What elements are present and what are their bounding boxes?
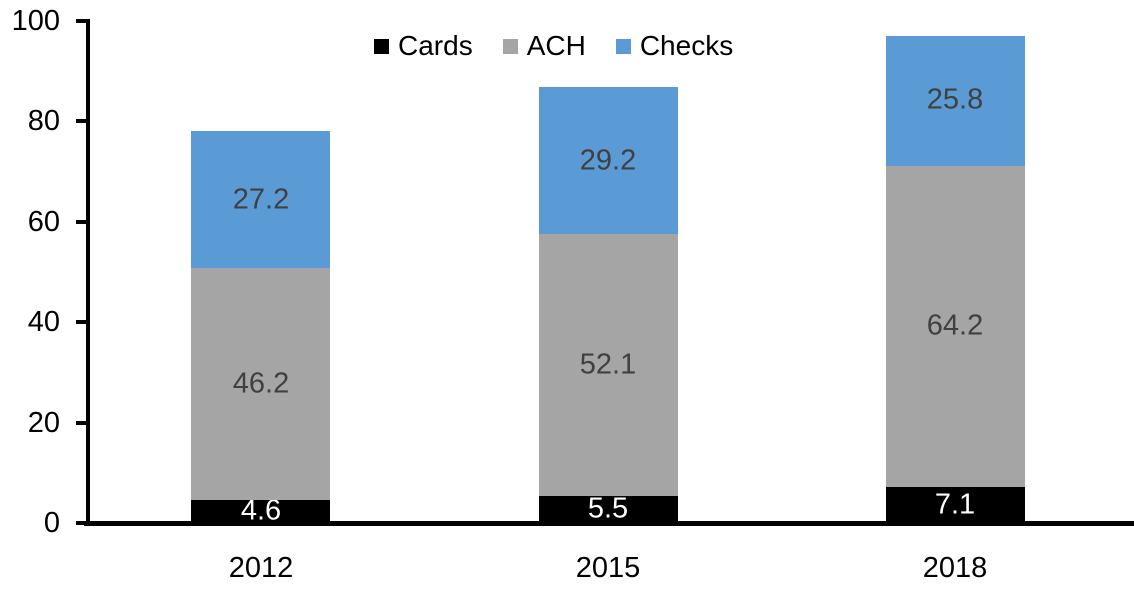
y-axis-tick-label: 100 bbox=[11, 5, 60, 37]
legend-swatch-icon bbox=[615, 38, 631, 54]
legend-item-checks: Checks bbox=[615, 30, 734, 61]
y-axis-tick-label: 0 bbox=[43, 507, 60, 539]
y-axis-line bbox=[86, 19, 90, 526]
x-axis-label-2015: 2015 bbox=[575, 552, 641, 584]
x-axis-line bbox=[84, 521, 1134, 526]
bar-segment-ach-2012 bbox=[191, 268, 330, 500]
legend-label: ACH bbox=[526, 30, 586, 61]
y-axis-tick bbox=[76, 521, 90, 525]
data-label-checks-2018: 25.8 bbox=[926, 83, 984, 116]
legend-item-cards: Cards bbox=[374, 31, 473, 61]
bar-segment-ach-2018 bbox=[886, 165, 1025, 487]
legend-label: Cards bbox=[398, 30, 473, 61]
data-label-ach-2018: 64.2 bbox=[926, 309, 984, 342]
x-axis-label-2018: 2018 bbox=[922, 552, 988, 584]
bar-segment-cards-2012 bbox=[191, 500, 330, 523]
bar-segment-checks-2015 bbox=[539, 87, 678, 234]
y-axis-tick bbox=[76, 119, 90, 123]
y-axis-tick bbox=[76, 19, 90, 23]
bar-segment-cards-2018 bbox=[886, 487, 1025, 523]
y-axis-tick-label: 20 bbox=[27, 407, 60, 439]
bar-segment-checks-2012 bbox=[191, 131, 330, 268]
legend-item-ach: ACH bbox=[502, 30, 586, 61]
legend-swatch-icon bbox=[374, 38, 389, 54]
x-axis-label-2012: 2012 bbox=[228, 552, 294, 584]
data-label-cards-2012: 4.6 bbox=[240, 494, 282, 527]
y-axis-tick bbox=[76, 320, 90, 324]
y-axis-tick-label: 80 bbox=[27, 105, 60, 137]
y-axis-tick-label: 40 bbox=[27, 306, 60, 338]
data-label-cards-2015: 5.5 bbox=[587, 492, 629, 525]
legend-label: Checks bbox=[639, 30, 734, 61]
data-label-ach-2012: 46.2 bbox=[232, 367, 290, 400]
data-label-checks-2012: 27.2 bbox=[232, 183, 290, 216]
bar-segment-cards-2015 bbox=[539, 495, 678, 523]
data-label-ach-2015: 52.1 bbox=[579, 348, 637, 381]
bar-segment-checks-2018 bbox=[886, 36, 1025, 166]
bar-segment-ach-2015 bbox=[539, 234, 678, 496]
data-label-checks-2015: 29.2 bbox=[579, 144, 637, 177]
y-axis-tick-label: 60 bbox=[27, 206, 60, 238]
y-axis-tick bbox=[76, 220, 90, 224]
data-label-cards-2018: 7.1 bbox=[934, 488, 976, 521]
legend-swatch-icon bbox=[502, 38, 518, 54]
y-axis-tick bbox=[76, 421, 90, 425]
chart-legend: Cards ACH Checks bbox=[374, 31, 733, 61]
